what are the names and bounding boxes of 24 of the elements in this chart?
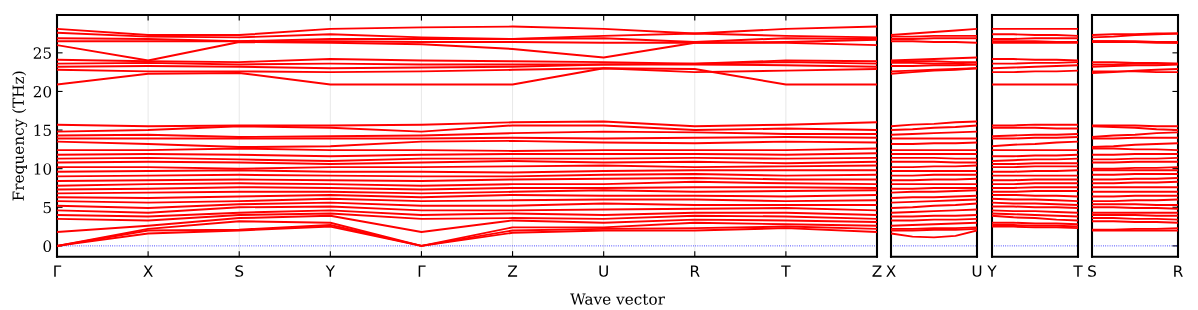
y-tick-label: 10 (34, 163, 52, 175)
x-tick-label: S (1088, 265, 1096, 277)
x-tick-label: X (886, 265, 896, 277)
y-tick-label: 0 (43, 240, 52, 252)
x-tick-label: U (599, 265, 608, 277)
x-tick-label: R (690, 265, 700, 277)
x-tick-label: S (235, 265, 244, 277)
x-axis-title: Wave vector (570, 293, 665, 305)
x-tick-label: U (972, 265, 982, 277)
x-tick-label: Y (987, 265, 997, 277)
y-tick-label: 25 (33, 47, 51, 59)
x-tick-label: Z (508, 265, 518, 277)
x-tick-label: X (143, 265, 153, 277)
y-tick-label: 5 (43, 201, 51, 214)
y-tick-label: 20 (33, 85, 52, 98)
y-axis-title: Frequency (THz) (12, 71, 28, 201)
x-tick-label: T (781, 265, 791, 277)
y-tick-label: 15 (34, 124, 51, 137)
x-tick-label: Γ (54, 265, 62, 277)
x-tick-label: Y (325, 265, 336, 277)
x-tick-label: T (1073, 265, 1083, 277)
x-tick-label: Γ (418, 265, 426, 277)
x-tick-label: R (1174, 265, 1183, 277)
x-tick-label: Z (872, 265, 882, 277)
